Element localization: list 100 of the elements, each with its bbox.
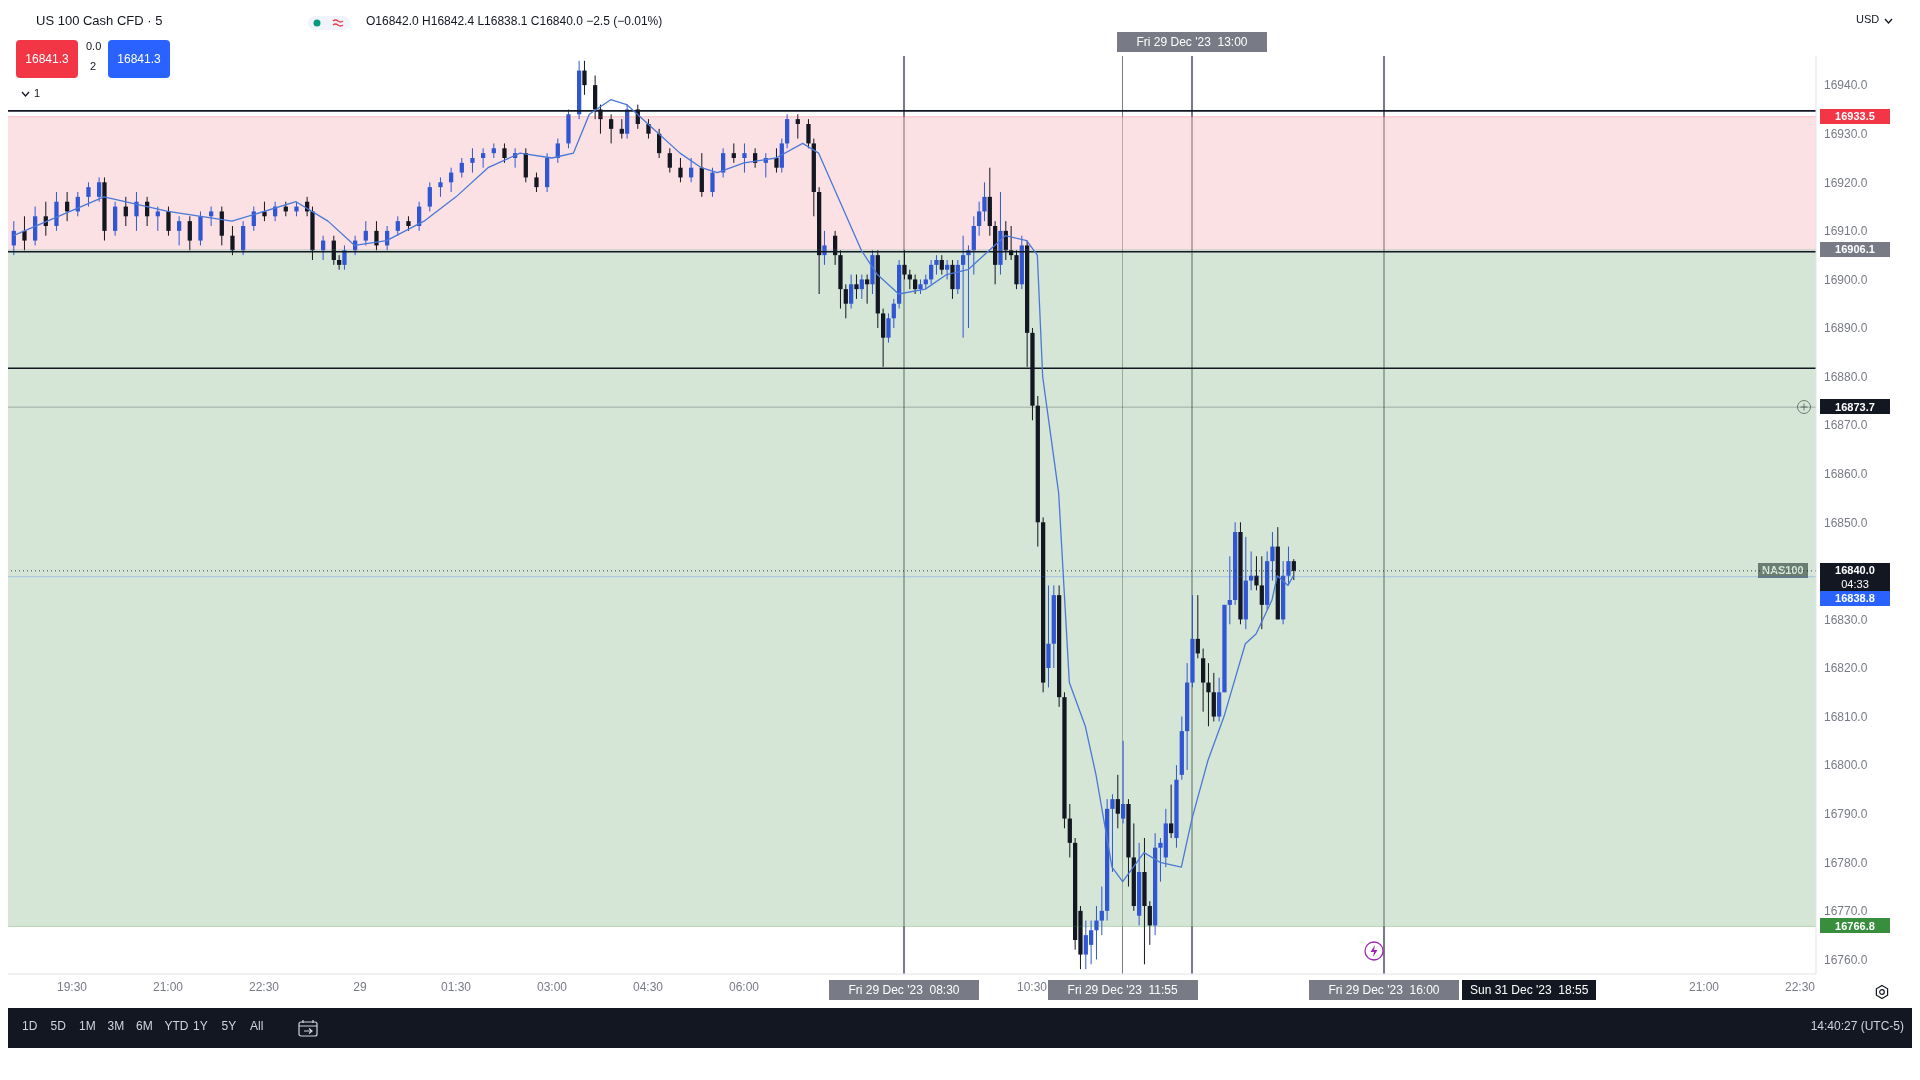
candlestick — [582, 60, 587, 96]
y-tick-label: 16930.0 — [1824, 126, 1868, 141]
y-tick-label: 16820.0 — [1824, 661, 1868, 676]
text: 1Y — [193, 1019, 208, 1033]
x-tick-label: 10:30 — [1016, 979, 1048, 994]
x-tick-label: 04:30 — [632, 979, 664, 994]
ref-line-label: Fri 29 Dec '23 16:00 — [1309, 980, 1459, 1000]
text: 5Y — [221, 1019, 237, 1033]
text: USD — [1856, 13, 1880, 25]
candlestick — [742, 142, 747, 174]
y-tick-label: 16760.0 — [1824, 952, 1868, 967]
candlestick — [710, 167, 715, 198]
annotation: NAS100 — [1758, 562, 1808, 578]
y-tick-label: 16910.0 — [1824, 224, 1868, 239]
candlestick — [961, 235, 966, 339]
candlestick — [155, 206, 160, 232]
candlestick — [363, 220, 368, 246]
candlestick — [945, 259, 950, 280]
candlestick — [854, 274, 859, 300]
text: 1M — [79, 1019, 96, 1033]
ref-line-label: 16766.8 — [1820, 918, 1890, 934]
candlestick — [427, 181, 432, 212]
candlestick — [891, 298, 896, 329]
ref-line-label: 16840.0 — [1820, 562, 1890, 578]
candlestick — [849, 274, 854, 310]
candlestick — [795, 113, 800, 140]
candlestick — [859, 274, 864, 300]
y-tick-label: 16810.0 — [1824, 709, 1868, 724]
candlestick — [609, 113, 614, 144]
x-tick-label: 19:30 — [56, 979, 88, 994]
candlestick — [913, 274, 918, 295]
candlestick — [774, 147, 779, 174]
y-tick-label: 16890.0 — [1824, 321, 1868, 336]
candlestick — [166, 206, 171, 237]
y-tick-label: 16850.0 — [1824, 515, 1868, 530]
y-tick-label: 16920.0 — [1824, 175, 1868, 190]
y-tick-label: 16870.0 — [1824, 418, 1868, 433]
text: All — [250, 1019, 264, 1033]
text: 1D — [22, 1019, 38, 1033]
candlestick — [97, 176, 102, 203]
candlestick — [438, 176, 443, 198]
candlestick — [1286, 546, 1291, 586]
candlestick — [731, 142, 736, 164]
x-tick-label: 03:00 — [536, 979, 568, 994]
y-tick-label: 16860.0 — [1824, 466, 1868, 481]
x-tick-label: 29 — [353, 979, 367, 994]
ref-line-label: 16906.1 — [1820, 241, 1890, 257]
candlestick — [934, 254, 939, 276]
annotation: 16841.3 — [16, 40, 78, 78]
line-series — [12, 99, 1294, 883]
text: 14:40:27 (UTC-5) — [1810, 1019, 1904, 1033]
candlestick — [481, 147, 486, 169]
y-tick-label: 16830.0 — [1824, 612, 1868, 627]
candlestick — [1169, 784, 1174, 839]
x-tick-label: 22:30 — [248, 979, 280, 994]
x-tick-label: 21:00 — [152, 979, 184, 994]
ref-line-label: Fri 29 Dec '23 11:55 — [1047, 980, 1198, 1000]
candlestick — [1206, 662, 1211, 727]
candlestick — [1195, 594, 1200, 659]
candlestick — [1099, 886, 1104, 936]
text: 0.0 — [86, 40, 102, 52]
candlestick — [459, 157, 464, 178]
candlestick — [534, 172, 539, 193]
y-tick-label: 16940.0 — [1824, 78, 1868, 93]
candlestick — [1121, 740, 1126, 824]
y-tick-label: 16780.0 — [1824, 855, 1868, 870]
candlestick — [470, 147, 475, 174]
text: YTD — [164, 1019, 189, 1033]
candlestick — [502, 142, 507, 164]
ref-line-label: 16838.8 — [1820, 590, 1890, 606]
candlestick — [886, 312, 891, 344]
chart-title: US 100 Cash CFD · 5 — [36, 13, 163, 28]
candlestick — [177, 215, 182, 246]
y-tick-label: 16800.0 — [1824, 758, 1868, 773]
ref-line-label: Fri 29 Dec '23 13:00 — [1117, 32, 1267, 52]
candlestick — [929, 259, 934, 285]
candlestick — [667, 147, 672, 174]
y-tick-label: 16880.0 — [1824, 369, 1868, 384]
candlestick — [843, 283, 848, 319]
annotation: 16841.3 — [108, 40, 170, 78]
candlestick — [1115, 774, 1120, 829]
candlestick — [619, 118, 624, 140]
y-tick-label: 16790.0 — [1824, 806, 1868, 821]
candlestick — [337, 254, 342, 271]
candlestick — [134, 191, 139, 232]
candlestick — [1147, 900, 1152, 946]
annotation: 1 — [34, 87, 41, 99]
candlestick — [646, 118, 651, 140]
chart-subtitle: O16842.0 H16842.4 L16838.1 C16840.0 −2.5 (−0.01%) — [366, 14, 663, 28]
text: 04:33 — [1820, 577, 1890, 591]
candlestick — [865, 274, 870, 305]
annotation: 2 — [90, 60, 97, 72]
text: Sun 31 Dec '23 18:55 — [1462, 980, 1597, 1000]
candlestick — [209, 206, 214, 227]
candlestick — [977, 201, 982, 237]
candlestick — [1270, 531, 1275, 582]
candlestick — [806, 118, 811, 149]
text: 3M — [107, 1019, 125, 1033]
candlestick — [1249, 550, 1254, 591]
x-tick-label: 21:00 — [1688, 979, 1720, 994]
